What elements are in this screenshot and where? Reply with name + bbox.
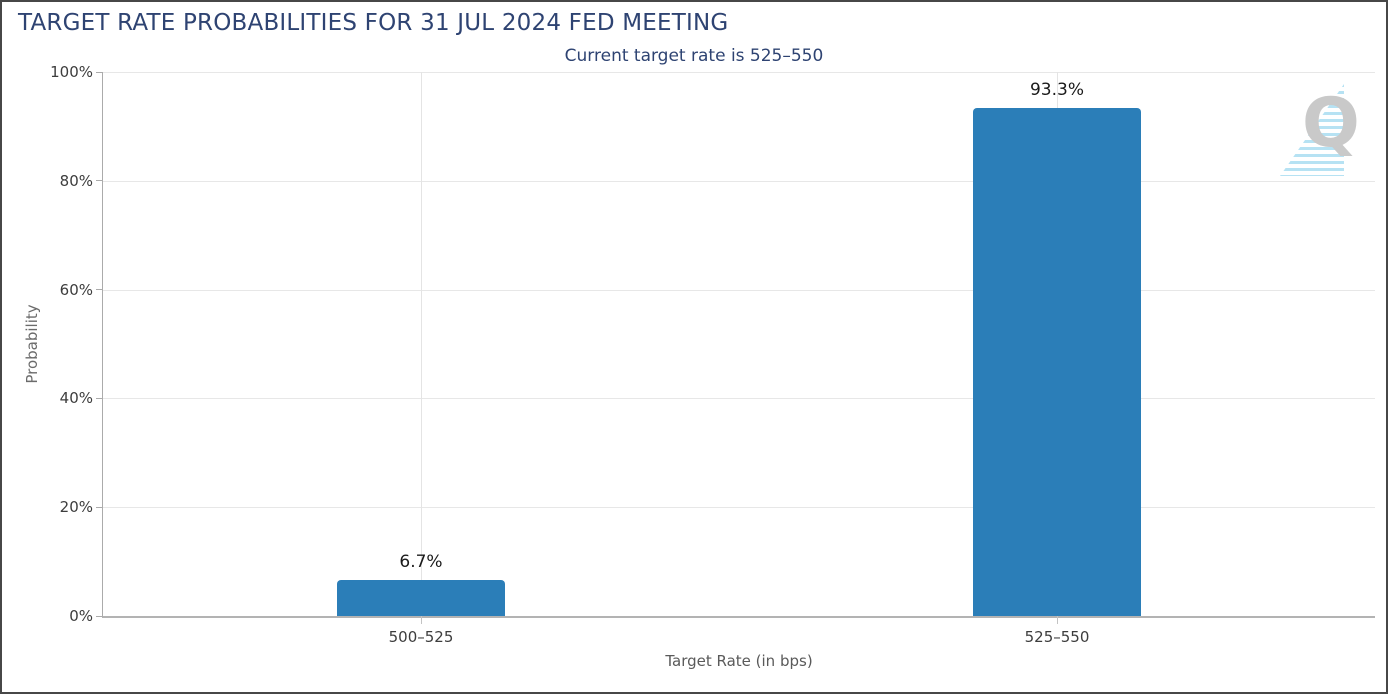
y-gridline (103, 180, 1375, 182)
x-tick-mark (420, 616, 422, 624)
y-gridline (103, 72, 1375, 73)
y-tick-label: 40% (59, 389, 93, 408)
chart-title: TARGET RATE PROBABILITIES FOR 31 JUL 202… (18, 10, 729, 36)
bar-value-label: 6.7% (399, 551, 443, 572)
y-tick-mark (96, 289, 103, 291)
y-tick-label: 60% (59, 280, 93, 299)
y-gridline (103, 289, 1375, 291)
chart-subtitle: Current target rate is 525–550 (564, 46, 824, 66)
x-tick-label: 500–525 (388, 628, 454, 646)
y-gridline (103, 507, 1375, 509)
plot-area: Target Rate (in bps) 0% 20% 40% 60% 80% 100% 6… (50, 63, 1375, 670)
bar-value-label: 93.3% (1029, 80, 1084, 101)
y-tick-label: 100% (50, 63, 93, 81)
y-axis-title: Probability (23, 304, 41, 384)
quikstrike-logo: Q (1280, 82, 1366, 178)
y-tick-label: 0% (69, 607, 93, 625)
y-tick-mark (96, 180, 103, 182)
y-tick-mark (96, 506, 103, 508)
x-axis-title: Target Rate (in bps) (665, 652, 813, 670)
y-tick-mark (96, 397, 103, 399)
y-gridline (103, 398, 1375, 400)
y-tick-mark (96, 615, 103, 617)
x-tick-mark (1056, 616, 1058, 624)
y-tick-label: 80% (59, 171, 93, 190)
x-tick-label: 525–550 (1024, 628, 1090, 646)
logo-q-icon: Q (1302, 84, 1360, 163)
x-gridline (420, 72, 422, 616)
probability-bar[interactable] (337, 579, 505, 616)
y-tick-mark (96, 71, 103, 73)
y-tick-label: 20% (59, 498, 93, 517)
probability-bar[interactable] (973, 108, 1141, 616)
